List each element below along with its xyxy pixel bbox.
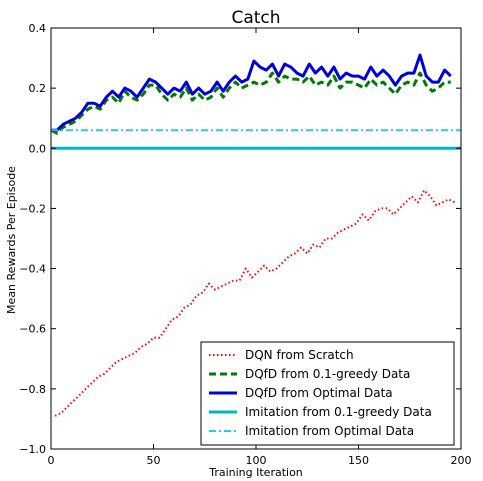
series-line-2	[51, 53, 452, 132]
plot-frame	[50, 27, 462, 450]
y-tick-label: 0.2	[29, 82, 47, 95]
series-line-0	[54, 189, 456, 417]
plot-area	[50, 53, 461, 417]
legend-label: DQfD from 0.1-greedy Data	[245, 367, 410, 381]
legend-label: Imitation from Optimal Data	[245, 424, 414, 438]
y-tick-label: −0.6	[19, 323, 46, 336]
legend-label: Imitation from 0.1-greedy Data	[245, 405, 432, 419]
legend-box	[200, 341, 455, 446]
y-tick-label: −0.8	[19, 383, 46, 396]
y-tick-label: 0.0	[29, 142, 47, 155]
y-axis-label: Mean Rewards Per Episode	[5, 166, 18, 314]
series-line-1	[50, 71, 451, 135]
x-tick-label: 150	[348, 454, 369, 467]
y-tick-label: −0.2	[19, 202, 46, 215]
y-tick-label: 0.4	[29, 22, 47, 35]
y-tick-label: −1.0	[19, 443, 46, 456]
y-tick-label: −0.4	[19, 263, 46, 276]
legend-label: DQfD from Optimal Data	[245, 386, 393, 400]
axis-ticks: 0 50 100 150 200 −1.0 −0.8 −0.6 −0.4 −0.2 0.0 0.2 0.…	[19, 22, 471, 467]
x-tick-label: 100	[246, 454, 267, 467]
x-tick-label: 200	[451, 454, 472, 467]
chart-title: Catch	[231, 8, 280, 28]
x-axis-label: Training Iteration	[208, 466, 303, 479]
legend: DQN from Scratch DQfD from 0.1-greedy Dat…	[200, 341, 455, 446]
x-tick-label: 0	[48, 454, 55, 467]
x-tick-label: 50	[147, 454, 161, 467]
legend-label: DQN from Scratch	[245, 348, 354, 362]
